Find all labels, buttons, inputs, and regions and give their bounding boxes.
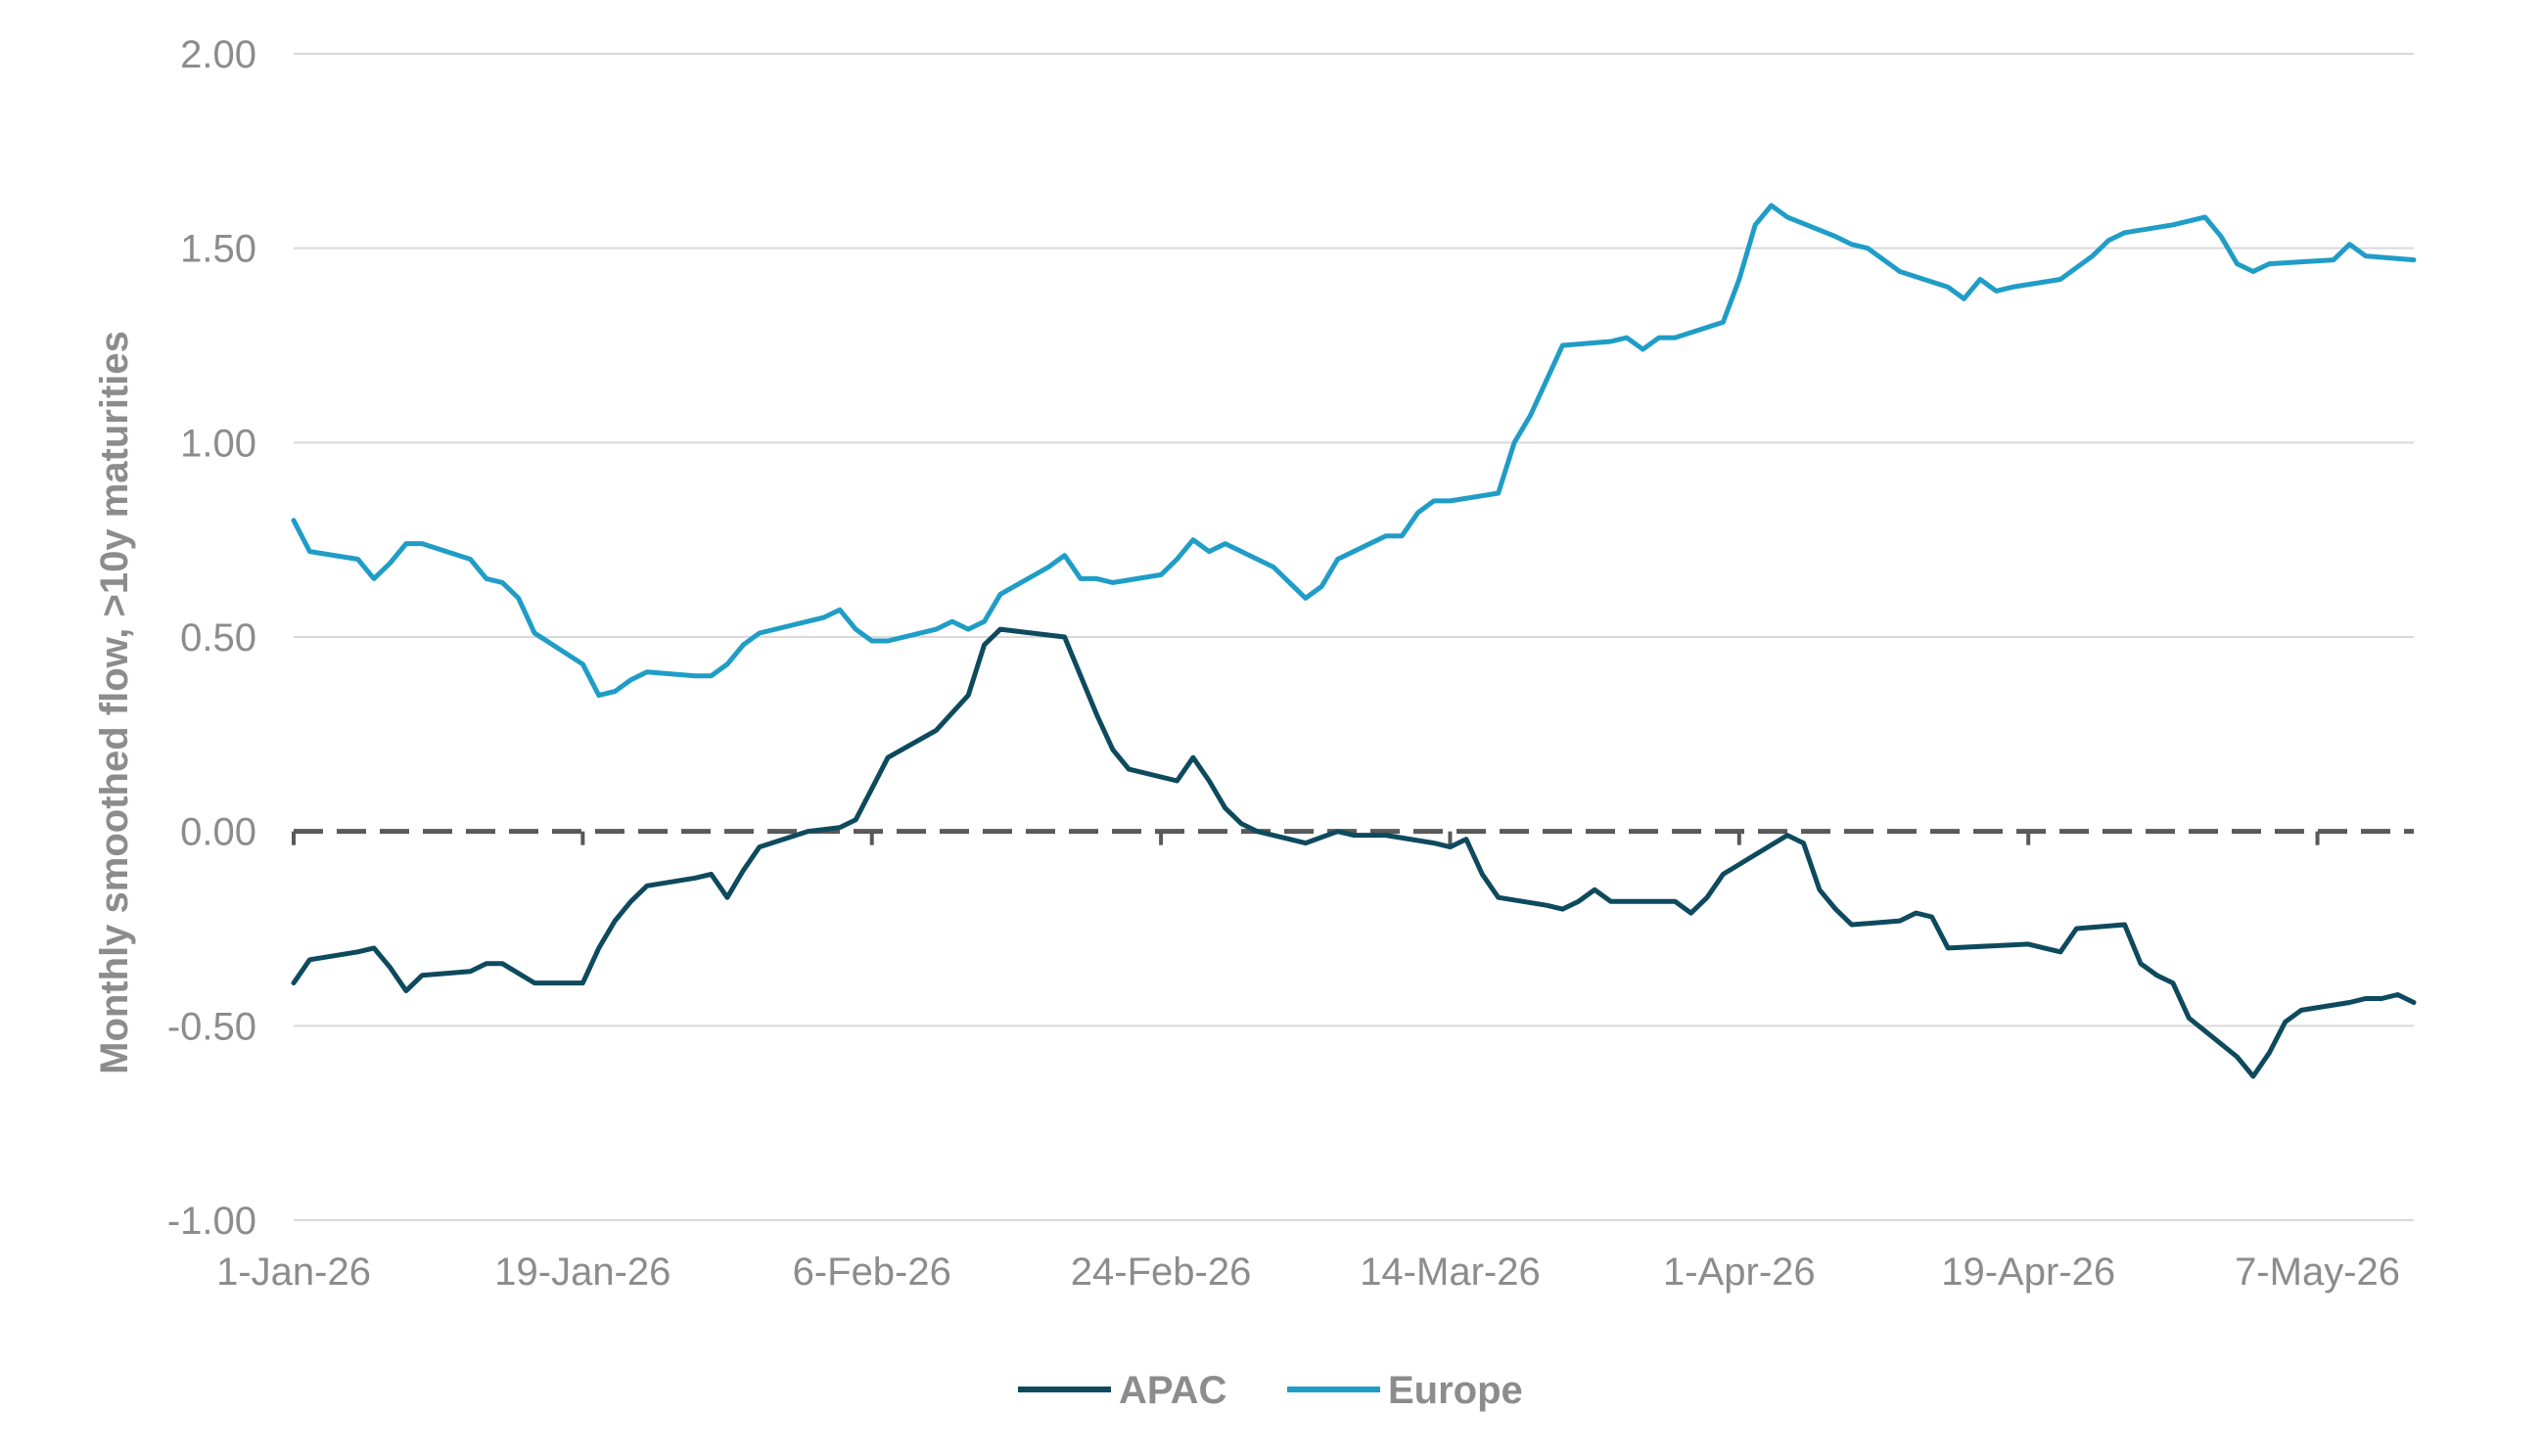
series-line-europe (291, 203, 2417, 699)
y-tick-label: -1.00 (167, 1200, 256, 1243)
x-tick-label: 14-Mar-26 (1360, 1251, 1541, 1294)
y-tick-label: 0.50 (180, 616, 256, 660)
y-tick-label: 0.00 (180, 811, 256, 854)
y-tick-label: 2.00 (180, 33, 256, 76)
x-axis-ticks: 1-Jan-26 19-Jan-26 6-Feb-26 24-Feb-26 14-Mar… (216, 831, 2400, 1294)
series (291, 203, 2417, 1079)
x-tick-label: 19-Apr-26 (1941, 1251, 2115, 1294)
legend-item-europe: Europe (1287, 1369, 1523, 1412)
y-axis-label: Monthly smoothed flow, >10y maturities (93, 331, 136, 1074)
y-tick-label: -0.50 (167, 1005, 256, 1048)
x-tick-label: 7-May-26 (2235, 1251, 2400, 1294)
y-tick-label: 1.00 (180, 422, 256, 465)
series-line-apac (291, 626, 2417, 1079)
legend-label: APAC (1119, 1369, 1226, 1412)
legend-label: Europe (1388, 1369, 1523, 1412)
x-tick-label: 24-Feb-26 (1071, 1251, 1252, 1294)
legend: APAC Europe (1018, 1369, 1523, 1412)
y-axis-ticks: 2.00 1.50 1.00 0.50 0.00 -0.50 -1.00 (167, 33, 256, 1243)
legend-item-apac: APAC (1018, 1369, 1226, 1412)
x-tick-label: 6-Feb-26 (793, 1251, 951, 1294)
x-tick-label: 1-Apr-26 (1663, 1251, 1816, 1294)
x-tick-label: 19-Jan-26 (494, 1251, 670, 1294)
x-tick-label: 1-Jan-26 (216, 1251, 371, 1294)
grid (294, 53, 2414, 1221)
y-tick-label: 1.50 (180, 228, 256, 271)
